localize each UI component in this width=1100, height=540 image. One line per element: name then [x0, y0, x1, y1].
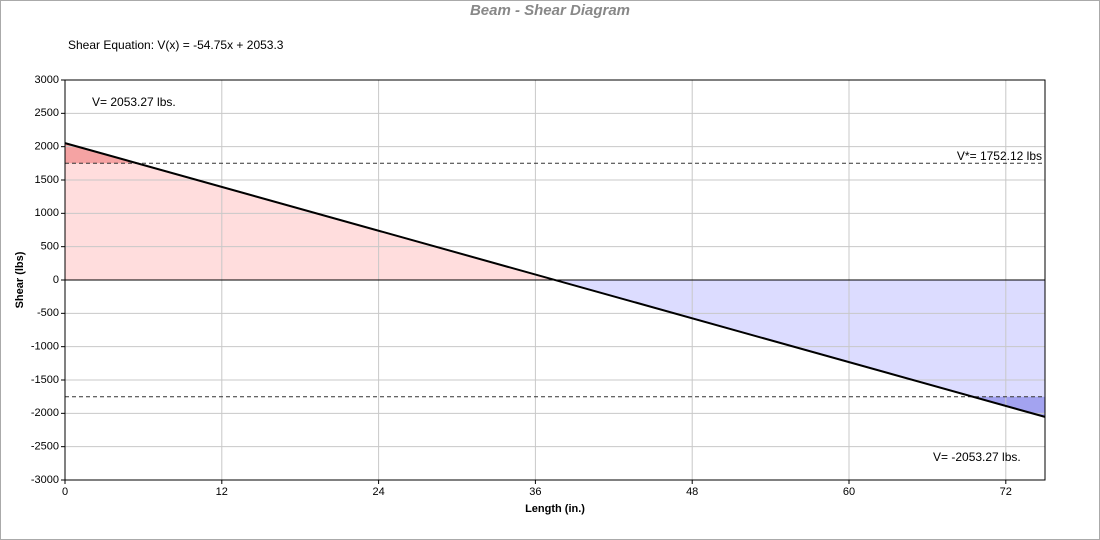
- y-tick-label: 2500: [35, 107, 59, 119]
- x-tick-label: 48: [686, 486, 698, 498]
- plot: 0 12 24 36 48 60 72 -3000 -2500 -2000 -1500 -1000 -5…: [31, 74, 1046, 498]
- x-tick-label: 36: [529, 486, 541, 498]
- y-tick-label: 1000: [35, 207, 59, 219]
- plot-border: [64, 79, 1046, 481]
- x-tick-label: 0: [62, 486, 68, 498]
- y-axis-label: Shear (lbs): [14, 251, 26, 308]
- equation: Shear Equation: V(x) = -54.75x + 2053.3: [68, 38, 284, 52]
- annotation: V= -2053.27 lbs.: [933, 450, 1021, 464]
- x-tick-label: 12: [216, 486, 228, 498]
- y-tick-label: -500: [37, 307, 59, 319]
- x-tick-label: 60: [843, 486, 855, 498]
- x-tick-label: 72: [1000, 486, 1012, 498]
- x-tick-label: 24: [372, 486, 384, 498]
- y-tick-label: 2000: [35, 141, 59, 153]
- area-fill: [65, 143, 1045, 280]
- y-tick-label: 1500: [35, 174, 59, 186]
- annotation: V= 2053.27 lbs.: [92, 95, 176, 109]
- area-fill: [65, 280, 1045, 417]
- annotation: V*= 1752.12 lbs: [957, 149, 1042, 163]
- y-tick-label: -2000: [31, 407, 59, 419]
- y-tick-label: -1000: [31, 341, 59, 353]
- shear-line: [64, 142, 1046, 418]
- y-tick-label: 500: [41, 241, 59, 253]
- y-tick-label: -2500: [31, 441, 59, 453]
- y-tick-label: 0: [53, 274, 59, 286]
- y-tick-label: 3000: [35, 74, 59, 86]
- y-tick-label: -1500: [31, 374, 59, 386]
- chart-title: Beam - Shear Diagram: [470, 2, 630, 19]
- y-tick-label: -3000: [31, 474, 59, 486]
- x-axis-label: Length (in.): [525, 503, 585, 515]
